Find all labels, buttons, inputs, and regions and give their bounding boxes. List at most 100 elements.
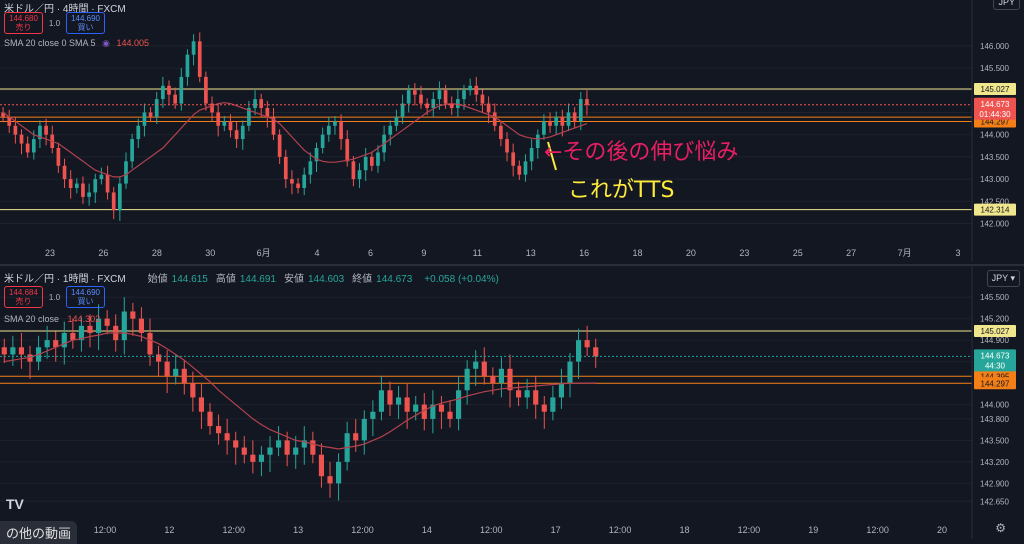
y-tick-label: 142.900: [980, 479, 1009, 488]
annotation-arrow-stroke: [547, 141, 557, 171]
candle-body: [505, 139, 509, 153]
candle-body: [584, 340, 590, 348]
candle-body: [499, 125, 503, 140]
candle-body: [404, 397, 410, 412]
candle-body: [148, 112, 153, 117]
sma-legend-1h[interactable]: SMA 20 close 144.302: [4, 314, 100, 324]
candle-body: [498, 368, 504, 384]
tradingview-logo[interactable]: TV: [6, 496, 24, 512]
x-tick-label: 6月: [257, 248, 271, 258]
current-price-label: 144.673: [981, 351, 1010, 360]
candle-body: [320, 134, 325, 148]
candle-body: [542, 121, 546, 135]
level-price-tag: [974, 203, 1016, 216]
sma-label: SMA 20 close 0 SMA 5: [4, 38, 96, 48]
candle-body: [370, 411, 376, 419]
chart-pane-1h[interactable]: 145.500145.200144.900144.600144.300144.0…: [0, 264, 1024, 541]
candle-body: [293, 447, 299, 455]
candle-body: [361, 418, 367, 441]
candle-body: [259, 99, 264, 108]
candle-body: [18, 347, 24, 355]
ohlc-item: 終値 144.673: [352, 274, 416, 285]
x-tick-label: 27: [846, 248, 856, 258]
sell-button[interactable]: 144.684 売り: [4, 286, 43, 308]
candle-body: [234, 130, 239, 140]
candle-body: [413, 90, 417, 95]
x-tick-label: 16: [579, 248, 589, 258]
level-price-label: 144.297: [981, 117, 1010, 126]
candle-body: [516, 390, 522, 398]
candle-body: [369, 156, 374, 166]
y-tick-label: 143.500: [980, 436, 1009, 445]
candle-body: [147, 332, 153, 355]
candle-body: [302, 174, 307, 188]
candle-body: [105, 174, 110, 193]
candle-body: [81, 183, 85, 197]
candle-body: [308, 161, 313, 175]
candle-body: [421, 404, 427, 419]
x-tick-label: 17: [551, 525, 561, 535]
candle-body: [456, 99, 460, 108]
candle-body: [138, 318, 144, 333]
ohlc-key: 安値: [283, 274, 304, 285]
candle-body: [283, 156, 288, 180]
sell-button[interactable]: 144.680 売り: [4, 12, 43, 34]
x-tick-label: 19: [808, 525, 818, 535]
sell-label: 売り: [15, 297, 32, 306]
quantity-field[interactable]: 1.0: [48, 292, 61, 302]
candle-body: [74, 183, 79, 188]
candle-body: [68, 179, 73, 188]
x-tick-label: 13: [293, 525, 303, 535]
level-price-tag: [974, 325, 1016, 338]
ohlc-item: 始値 144.615: [148, 274, 212, 285]
sma-value: 144.005: [116, 38, 149, 48]
candle-body: [173, 94, 177, 104]
candle-body: [456, 390, 462, 419]
candle-body: [336, 461, 342, 484]
currency-selector-4h[interactable]: JPY: [993, 0, 1020, 10]
chart-1h-canvas[interactable]: 145.500145.200144.900144.600144.300144.0…: [0, 266, 1024, 541]
candle-body: [130, 311, 136, 319]
candle-body: [567, 361, 573, 384]
candle-body: [197, 41, 202, 77]
y-tick-label: 144.000: [980, 401, 1009, 410]
candle-body: [378, 390, 384, 412]
x-tick-label: 28: [152, 248, 162, 258]
sma-line: [4, 332, 596, 450]
currency-selector-1h[interactable]: JPY ▾: [986, 270, 1020, 287]
candle-body: [560, 116, 565, 126]
sma-settings-icon[interactable]: ◉: [102, 38, 110, 48]
sma-legend-4h[interactable]: SMA 20 close 0 SMA 5 ◉ 144.005: [4, 38, 149, 49]
candle-body: [301, 440, 307, 448]
candle-body: [535, 134, 540, 148]
candle-body: [161, 85, 165, 100]
chevron-down-icon: ▾: [1010, 273, 1015, 283]
candle-body: [207, 411, 213, 427]
candle-body: [437, 90, 442, 100]
x-tick-label: 12:00: [738, 525, 761, 535]
x-tick-label: 14: [422, 525, 432, 535]
buy-button[interactable]: 144.690 買い: [66, 286, 105, 308]
x-tick-label: 12:00: [866, 525, 889, 535]
candle-body: [419, 94, 423, 104]
sma-line: [2, 102, 588, 178]
candle-body: [190, 383, 196, 398]
ohlc-value: 144.603: [307, 274, 345, 285]
candle-body: [578, 99, 583, 122]
candle-body: [548, 121, 552, 126]
buy-button[interactable]: 144.690 買い: [66, 12, 105, 34]
more-videos-label[interactable]: の他の動画: [0, 521, 78, 544]
candle-body: [167, 85, 171, 95]
ohlc-value: 144.691: [239, 274, 276, 285]
candle-body: [529, 148, 534, 162]
candle-body: [31, 139, 36, 153]
candle-body: [314, 148, 319, 162]
current-price-tag: [974, 97, 1016, 120]
quantity-field[interactable]: 1.0: [48, 18, 61, 28]
x-tick-label: 6: [368, 248, 373, 258]
gear-icon[interactable]: ⚙: [995, 521, 1006, 535]
candle-body: [104, 318, 110, 326]
candle-body: [111, 192, 116, 211]
chart-4h-canvas[interactable]: 146.000145.500145.000144.500144.000143.5…: [0, 0, 1024, 262]
chart-pane-4h[interactable]: 146.000145.500145.000144.500144.000143.5…: [0, 0, 1024, 262]
